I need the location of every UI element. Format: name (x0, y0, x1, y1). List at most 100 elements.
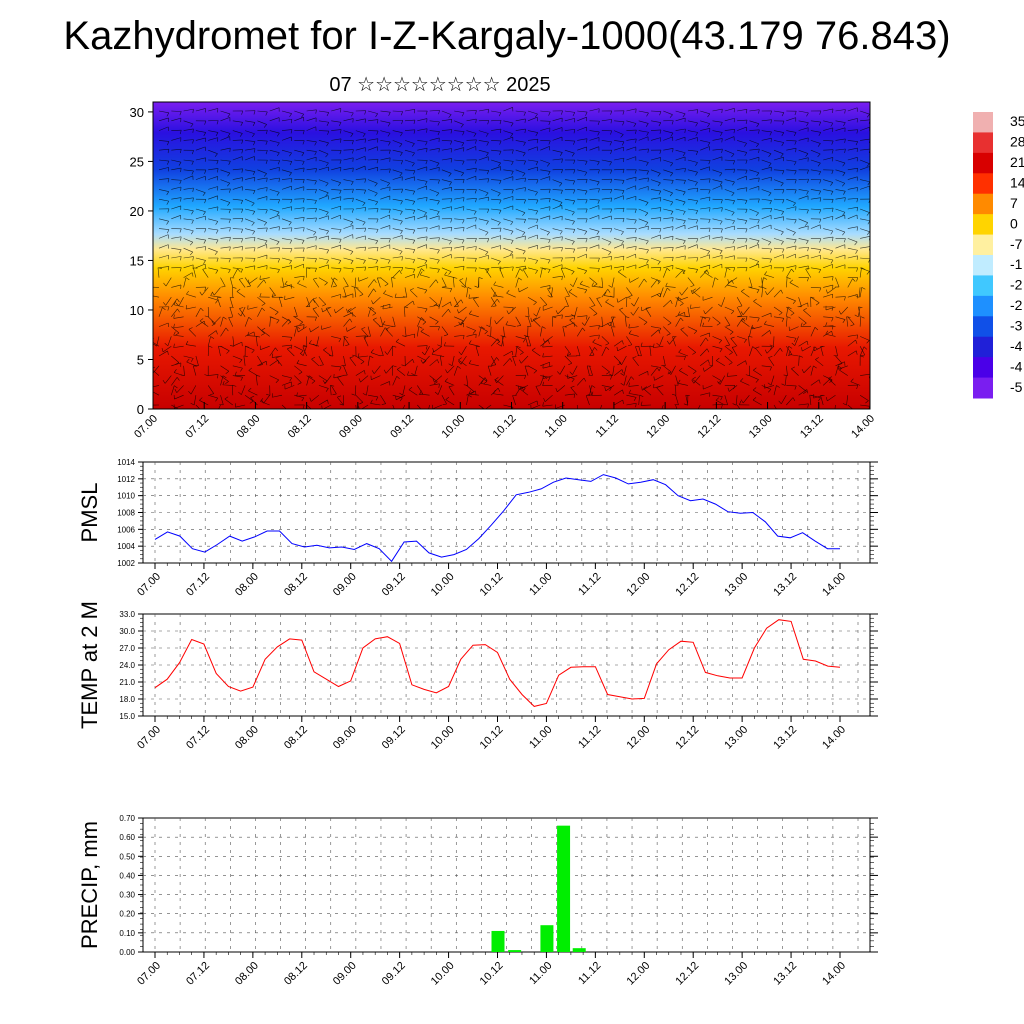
wind-barb-flag (339, 129, 342, 134)
wind-barb-flag (585, 238, 588, 243)
wind-barb (158, 228, 169, 230)
wind-barb-flag (858, 306, 863, 308)
wind-barb (404, 129, 415, 131)
wind-barb-flag (400, 152, 403, 157)
wind-barb (355, 266, 366, 269)
wind-barb (318, 247, 329, 251)
wind-barb-flag (782, 170, 785, 175)
wind-barb (515, 159, 526, 162)
wind-barb-flag (670, 162, 674, 167)
wind-barb-flag (400, 132, 403, 137)
wind-barb (629, 277, 639, 283)
wind-barb-flag (426, 227, 428, 232)
wind-barb (712, 148, 723, 151)
wind-barb-flag (548, 239, 551, 244)
wind-barb-flag (866, 113, 870, 118)
wind-barb-flag (437, 269, 440, 273)
wind-barb-flag (571, 241, 575, 245)
wind-barb-flag (597, 121, 600, 125)
wind-barb-flag (732, 239, 735, 244)
wind-barb (847, 140, 858, 142)
wind-barb (679, 370, 689, 376)
wind-barb-flag (296, 392, 298, 397)
wind-barb (232, 198, 243, 201)
wind-barb (377, 277, 381, 288)
wind-barb (367, 306, 377, 314)
wind-barb (527, 110, 538, 115)
wind-barb (724, 149, 735, 155)
wind-barb (478, 247, 489, 253)
wind-barb (773, 140, 784, 143)
wind-barb-flag (290, 248, 293, 253)
wind-barb (768, 357, 775, 366)
wind-barb (171, 159, 182, 163)
wind-barb-flag (377, 138, 379, 143)
wind-barb (171, 215, 181, 220)
wind-barb (466, 375, 469, 386)
wind-barb-flag (376, 130, 379, 135)
wind-barb-flag (314, 268, 317, 273)
wind-barb (236, 291, 246, 298)
wind-barb-flag (745, 316, 748, 321)
wind-barb-flag (511, 171, 514, 175)
wind-barb-flag (511, 161, 514, 166)
colorbar-label: -2 (1010, 297, 1023, 313)
wind-barb-flag (831, 149, 834, 154)
wind-barb-flag (525, 315, 530, 318)
wind-barb-flag (605, 346, 610, 350)
wind-barb-flag (831, 306, 834, 311)
wind-barb (650, 179, 661, 184)
wind-barb (786, 218, 797, 220)
wind-barb-flag (561, 169, 563, 174)
wind-barb (761, 137, 772, 141)
wind-barb (712, 316, 721, 324)
wind-barb (503, 266, 514, 269)
wind-barb-flag (510, 231, 514, 235)
wind-barb-flag (463, 197, 465, 202)
wind-barb (278, 297, 283, 308)
wind-barb-flag (215, 239, 219, 244)
wind-barb (210, 295, 221, 298)
wind-barb-flag (474, 258, 477, 263)
wind-barb-flag (328, 355, 334, 357)
wind-barb-flag (326, 249, 330, 254)
wind-barb-flag (579, 280, 583, 285)
wind-barb-flag (696, 238, 699, 243)
wind-barb (704, 365, 713, 372)
wind-barb-flag (584, 270, 588, 275)
wind-barb-flag (359, 402, 363, 405)
wind-barb-flag (468, 360, 472, 364)
wind-barb (577, 116, 587, 122)
wind-barb (827, 287, 836, 294)
wind-barb (208, 149, 218, 154)
wind-barb-flag (524, 128, 526, 134)
wind-barb-flag (846, 316, 851, 318)
wind-barb-flag (791, 366, 795, 370)
wind-barb-flag (608, 373, 613, 376)
wind-barb (244, 277, 251, 287)
wind-barb-flag (509, 251, 513, 256)
wind-barb-flag (819, 238, 822, 243)
wind-barb (589, 108, 600, 112)
wind-barb-flag (645, 123, 649, 127)
wind-barb-flag (569, 283, 574, 287)
wind-barb (737, 109, 748, 112)
wind-barb-flag (449, 181, 452, 186)
wind-barb-flag (175, 302, 180, 307)
wind-barb-flag (716, 322, 721, 326)
wind-barb (281, 136, 292, 141)
wind-barb-flag (364, 138, 366, 143)
wind-barb (557, 385, 566, 393)
wind-barb-flag (461, 142, 465, 147)
wind-barb (331, 294, 341, 298)
wind-barb (485, 404, 492, 409)
wind-barb-flag (496, 298, 500, 303)
wind-barb (296, 394, 307, 397)
wind-barb (368, 228, 379, 230)
wind-barb (761, 189, 772, 194)
wind-barb (532, 319, 541, 327)
wind-barb-flag (290, 178, 293, 183)
colorbar-label: 0 (1010, 215, 1018, 231)
wind-barb (641, 306, 652, 312)
wind-barb (468, 363, 479, 367)
